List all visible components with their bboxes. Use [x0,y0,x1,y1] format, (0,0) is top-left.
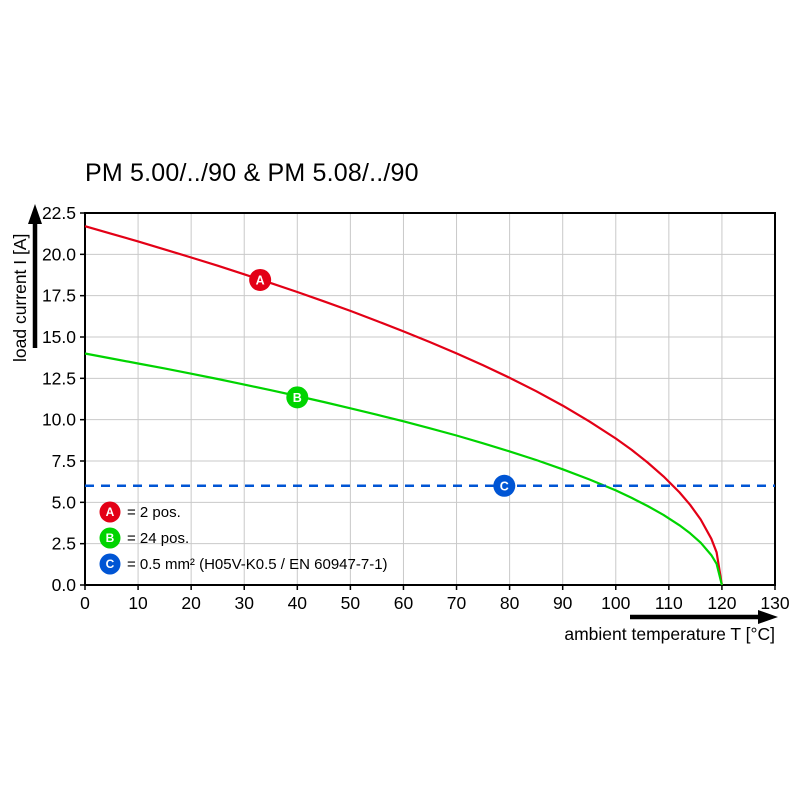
x-tick-label: 110 [655,593,683,613]
x-tick-label: 50 [341,593,361,613]
y-tick-label: 10.0 [42,410,76,430]
x-tick-label: 130 [760,593,789,613]
y-tick-label: 17.5 [42,286,76,306]
x-tick-label: 120 [707,593,736,613]
x-tick-label: 90 [553,593,573,613]
curve-B [84,352,723,586]
plot-border [84,212,776,586]
x-tick-label: 30 [234,593,254,613]
x-tick-label: 70 [447,593,467,613]
legend-badge-A [99,501,121,523]
x-axis-arrow-head [758,610,778,624]
legend-text-C: = 0.5 mm² (H05V-K0.5 / EN 60947-7-1) [127,556,388,573]
marker-C [493,474,516,497]
legend-badge-letter-B: B [106,531,115,545]
curve-A [84,225,723,586]
marker-letter-A: A [256,273,265,287]
x-tick-label: 80 [500,593,520,613]
legend-badge-letter-A: A [106,505,115,519]
legend-text-A: = 2 pos. [127,504,181,521]
marker-B [286,386,309,409]
x-tick-label: 60 [394,593,414,613]
x-axis-label: ambient temperature T [°C] [564,624,775,644]
y-tick-label: 0.0 [52,575,77,595]
y-tick-label: 2.5 [52,534,76,554]
y-tick-label: 22.5 [42,203,76,223]
y-axis-arrow-head [28,204,42,224]
marker-letter-B: B [293,391,302,405]
legend-badge-B [99,527,121,549]
legend-badge-C [99,553,121,575]
x-tick-label: 10 [128,593,148,613]
marker-letter-C: C [500,479,509,493]
y-tick-label: 15.0 [42,327,76,347]
marker-A [249,268,272,291]
x-tick-label: 0 [80,593,90,613]
y-tick-label: 7.5 [52,451,76,471]
y-tick-label: 12.5 [42,368,76,388]
y-tick-label: 20.0 [42,244,76,264]
legend-badge-letter-C: C [106,557,115,571]
page-title: PM 5.00/../90 & PM 5.08/../90 [85,159,419,187]
y-tick-label: 5.0 [52,492,77,512]
x-tick-label: 20 [181,593,201,613]
x-tick-label: 100 [601,593,630,613]
x-tick-label: 40 [288,593,308,613]
legend-text-B: = 24 pos. [127,530,189,547]
